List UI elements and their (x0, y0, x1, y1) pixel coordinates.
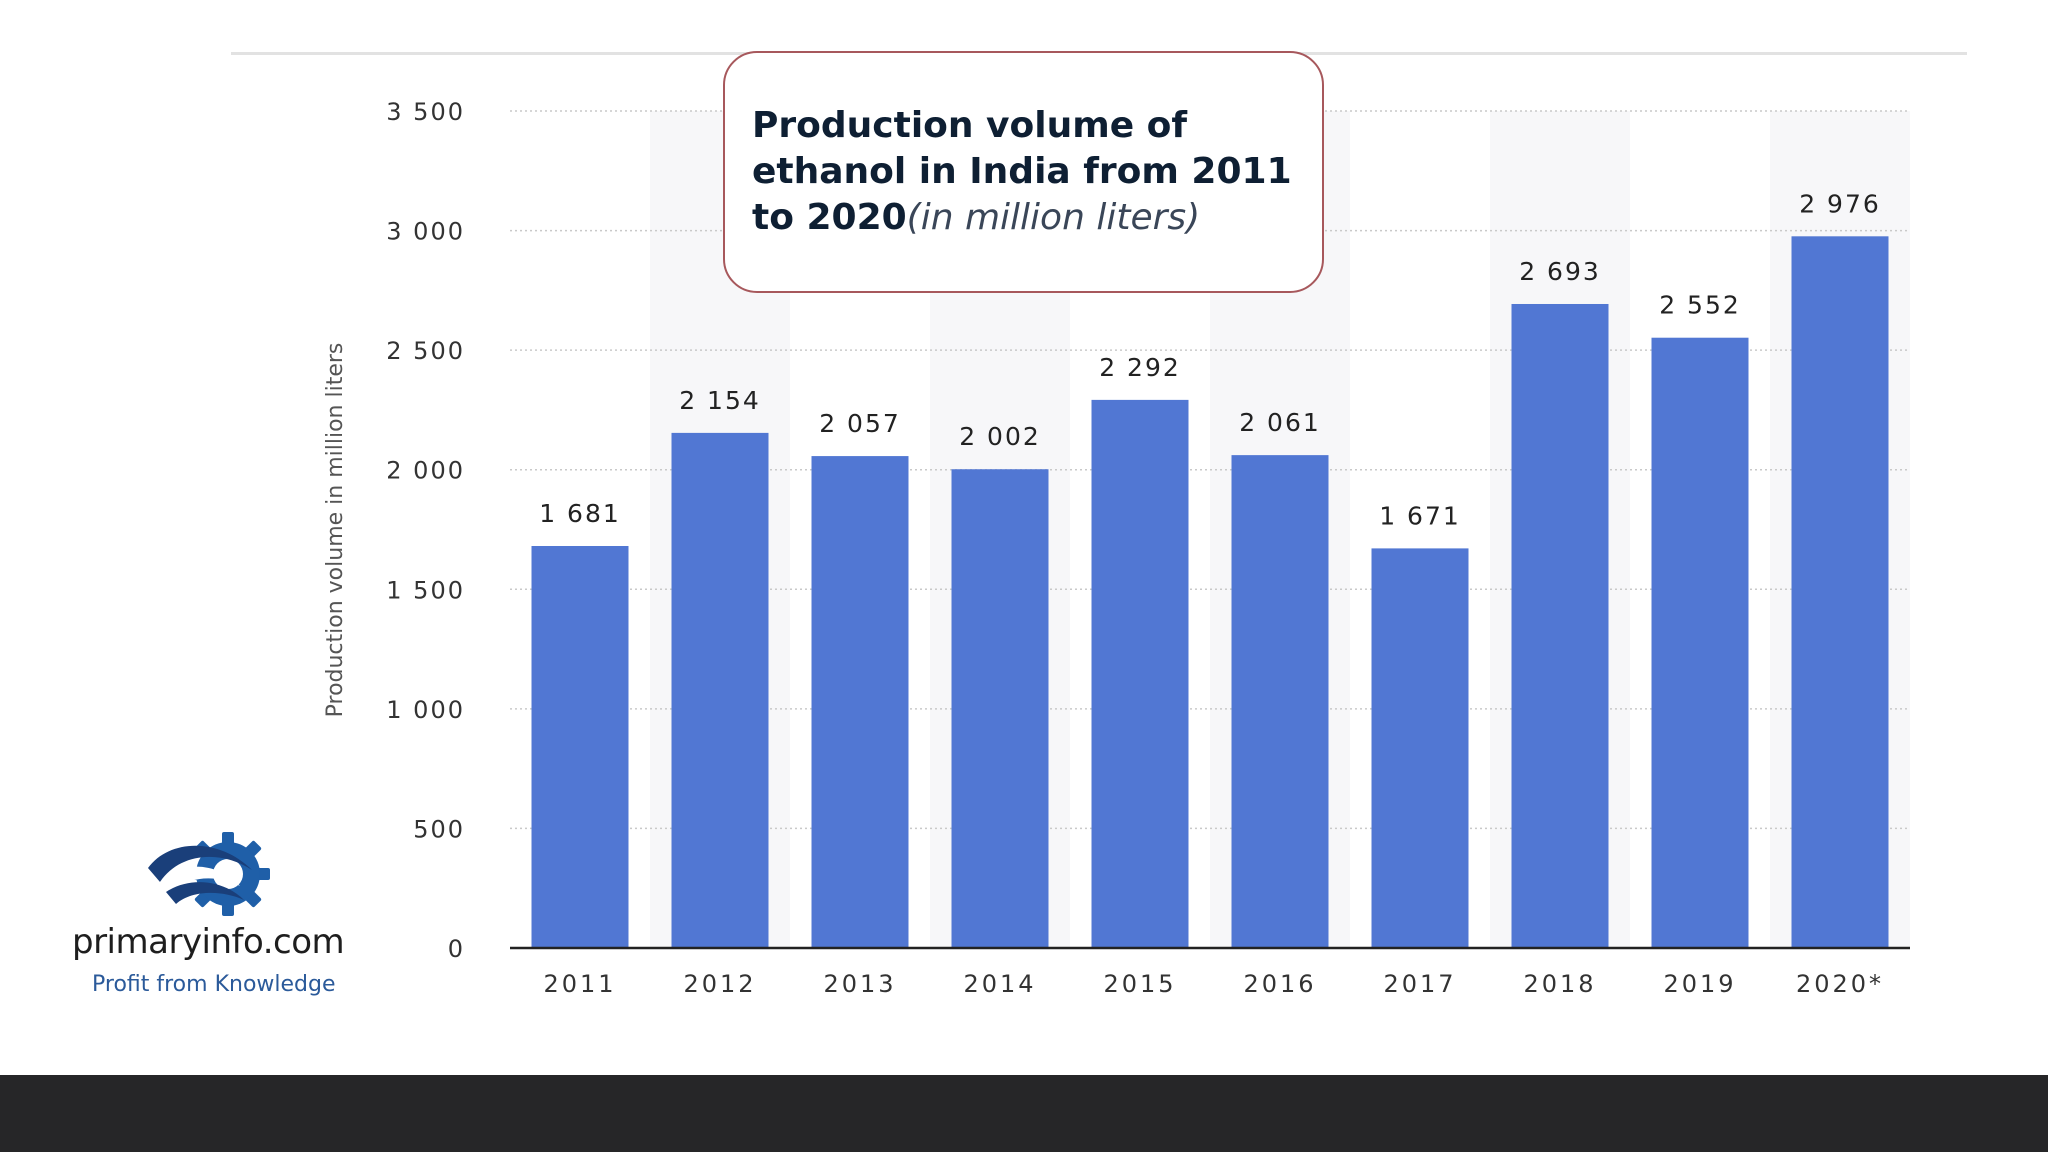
bar (951, 469, 1049, 948)
data-label: 2 976 (1799, 189, 1881, 218)
x-tick-label: 2011 (543, 970, 616, 998)
data-label: 2 693 (1519, 257, 1601, 286)
x-tick-label: 2019 (1663, 970, 1736, 998)
chart-title-box: Production volume of ethanol in India fr… (723, 51, 1324, 293)
x-tick-label: 2012 (683, 970, 756, 998)
swoosh-shape (148, 845, 252, 882)
bar (1371, 548, 1469, 948)
data-label: 2 002 (959, 422, 1041, 451)
x-tick-label: 2017 (1383, 970, 1456, 998)
bar (1231, 455, 1329, 948)
x-tick-label: 2016 (1243, 970, 1316, 998)
bar (1651, 337, 1749, 949)
y-tick-label: 1 000 (386, 696, 465, 724)
x-tick-label: 2013 (823, 970, 896, 998)
y-tick-label: 2 000 (386, 457, 465, 485)
swoosh-inner (160, 866, 240, 894)
data-label: 1 681 (539, 499, 621, 528)
x-tick-label: 2020* (1796, 970, 1884, 998)
data-label: 2 552 (1659, 291, 1741, 320)
data-label: 2 057 (819, 409, 901, 438)
y-tick-label: 500 (413, 815, 465, 843)
bar (811, 456, 909, 948)
swoosh-lower (166, 882, 244, 904)
y-axis-title: Production volume in million liters (323, 343, 348, 718)
y-tick-label: 3 500 (386, 98, 465, 126)
gear-swoosh-icon (148, 832, 270, 916)
bar (1511, 303, 1609, 948)
bar (1091, 399, 1189, 948)
y-tick-label: 3 000 (386, 218, 465, 246)
brand-block: primaryinfo.com Profit from Knowledge (70, 830, 370, 1010)
data-label: 2 154 (679, 386, 761, 415)
y-tick-label: 1 500 (386, 576, 465, 604)
x-tick-label: 2018 (1523, 970, 1596, 998)
slide: 0 500 1 000 1 500 2 000 2 500 3 000 3 500 1 681 2… (70, 51, 1967, 1010)
data-label: 2 292 (1099, 353, 1181, 382)
footer-band (0, 1075, 2048, 1152)
brand-tagline: Profit from Knowledge (92, 972, 336, 997)
bar (531, 546, 629, 948)
x-tick-label: 2014 (963, 970, 1036, 998)
y-tick-label: 2 500 (386, 337, 465, 365)
brand-name: primaryinfo.com (72, 922, 345, 962)
bar-chart: 0 500 1 000 1 500 2 000 2 500 3 000 3 500 1 681 2… (323, 98, 1910, 998)
data-label: 2 061 (1239, 408, 1321, 437)
chart-title: Production volume of ethanol in India fr… (752, 103, 1296, 241)
bar (1791, 236, 1889, 948)
x-tick-label: 2015 (1103, 970, 1176, 998)
chart-title-main: Production volume of ethanol in India fr… (752, 105, 1292, 238)
chart-subtitle: (in million liters) (906, 197, 1201, 238)
data-label: 1 671 (1379, 501, 1461, 530)
bar (671, 432, 769, 948)
y-tick-label: 0 (448, 935, 465, 963)
